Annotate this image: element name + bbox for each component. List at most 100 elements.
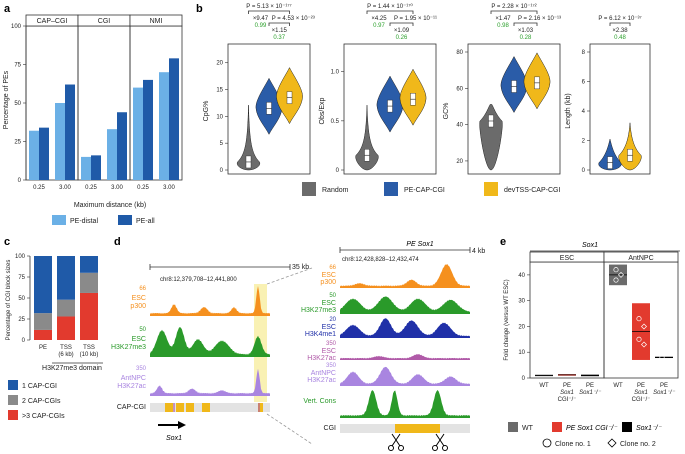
a-bar — [159, 72, 169, 180]
e-xtick-line2: Sox1 — [560, 390, 574, 396]
a-xtick-label: 3.00 — [163, 185, 175, 191]
b-ytick-label: 0 — [336, 168, 340, 174]
e-xtick-line3: CGI⁻/⁻ — [632, 397, 651, 403]
legend-swatch-wt — [508, 422, 518, 432]
c-bar-segment — [57, 316, 75, 340]
b-effect-top: 0.99 — [255, 23, 267, 29]
a-facet-label: CGI — [98, 18, 111, 25]
b-ytick-label: 4 — [582, 109, 586, 115]
b-fold-top: ×9.47 — [253, 16, 269, 22]
b-pval-sub: P = 4.53 × 10⁻²³ — [272, 16, 315, 22]
b-pval-top: P = 6.12 × 10⁻³⁷ — [598, 15, 641, 22]
b-pval-top: P = 5.13 × 10⁻¹⁷⁷ — [246, 3, 291, 10]
b-pval-top: P = 2.28 × 10⁻¹⁷² — [491, 3, 536, 10]
b-effect-top: 0.97 — [373, 23, 385, 29]
d-right-track-signal — [340, 366, 470, 386]
a-xtick-label: 3.00 — [59, 185, 71, 191]
c-bar-segment — [80, 272, 98, 293]
e-point-clone-1 — [613, 277, 619, 283]
b-facet-frame — [467, 43, 561, 175]
legend-swatch-2-cap-cgis — [8, 395, 18, 405]
b-effect-top: 0.98 — [497, 23, 509, 29]
d-left-track-max: 66 — [139, 286, 146, 292]
b-effect-sub: 0.37 — [273, 35, 285, 41]
a-xtick-label: 0.25 — [33, 185, 45, 191]
d-left-track-max: 350 — [136, 366, 147, 372]
d-left-track-name1: ESC — [132, 336, 146, 343]
b-effect-sub: 0.26 — [396, 35, 408, 41]
e-xtick-line2: Sox1 — [634, 390, 648, 396]
legend-swatch-pe-sox1 — [552, 422, 562, 432]
a-ytick-label: 100 — [11, 24, 22, 30]
c-domain-label: H3K27me3 domain — [42, 365, 102, 372]
b-ytick-label: 2 — [582, 139, 586, 145]
a-ytick-label: 75 — [14, 63, 21, 69]
b-pval-sub: P = 2.16 × 10⁻¹³ — [518, 16, 561, 22]
b-pval-top: P = 1.44 × 10⁻¹⁷⁰ — [367, 3, 413, 10]
legend-pe-cap-cgi: PE-CAP-CGI — [404, 187, 445, 194]
a-bar — [65, 84, 75, 180]
a-bar — [81, 156, 91, 180]
d-right-track-signal — [340, 353, 470, 360]
cgi-block — [202, 403, 210, 412]
c-ylabel: Percentage of CGI block sizes — [6, 260, 12, 341]
legend-pe-distal: PE-distal — [70, 218, 98, 225]
b-facet-frame — [343, 43, 437, 175]
a-ytick-label: 0 — [18, 178, 22, 184]
pe-sox1-cgi-block — [395, 424, 440, 433]
b-violin — [355, 105, 379, 171]
b-ytick-label: 0 — [220, 168, 224, 174]
a-bar — [169, 58, 179, 181]
b-violin — [236, 105, 261, 171]
b-facet-frame — [227, 43, 311, 175]
d-left-track-signal — [150, 286, 270, 316]
c-xtick-sub: (6 kb) — [58, 352, 73, 358]
e-ytick-label: 0 — [522, 376, 526, 382]
e-point-clone-2 — [641, 341, 647, 348]
d-right-track-name2: H3K27ac — [307, 377, 336, 384]
b-ylabel: Length (kb) — [565, 93, 572, 128]
legend-swatch-pe-all — [118, 215, 132, 225]
b-facet-frame — [589, 43, 651, 175]
a-bar — [55, 103, 65, 180]
b-ytick-label: 60 — [456, 86, 463, 92]
e-point-clone-1 — [613, 267, 619, 273]
d-right-track-name2: H3K27me3 — [301, 307, 336, 314]
b-violin — [618, 122, 642, 171]
d-left-track-name2: H3K27ac — [117, 383, 146, 390]
d-right-track-name1: ESC — [322, 324, 336, 331]
a-bar — [39, 127, 49, 180]
panel-d-genome-tracks: 35 kb chr8:12,379,708–12,441,800 66ESCp3… — [111, 241, 485, 451]
e-xtick-line1: PE — [563, 383, 571, 389]
legend-swatch-1-cap-cgi — [8, 380, 18, 390]
c-bar-segment — [34, 313, 52, 330]
a-facet-label: CAP–CGI — [37, 18, 68, 25]
cgi-block — [186, 403, 194, 412]
legend-3-cap-cgis: >3 CAP-CGIs — [22, 413, 65, 420]
b-ytick-label: 40 — [456, 123, 463, 129]
d-right-track-name1: AntNPC — [311, 370, 336, 377]
legend-swatch-sox1 — [622, 422, 632, 432]
b-ytick-label: 6 — [582, 80, 586, 86]
a-ytick-label: 50 — [14, 101, 21, 107]
b-ytick-label: 80 — [456, 50, 463, 56]
b-bracket-sub — [513, 22, 538, 26]
a-ytick-label: 25 — [14, 140, 21, 146]
b-ytick-label: 1.0 — [331, 70, 340, 76]
a-bar — [91, 155, 101, 180]
a-xtick-label: 3.00 — [111, 185, 123, 191]
b-fold-sub: ×1.15 — [272, 28, 288, 34]
c-bar-segment — [57, 299, 75, 317]
b-ylabel: GC% — [443, 103, 450, 120]
e-point-clone-2 — [641, 323, 647, 330]
d-right-title: PE Sox1 — [406, 241, 433, 248]
d-left-track-name2: H3K27me3 — [111, 344, 146, 351]
zoom-line-top — [266, 267, 313, 285]
a-xtick-label: 0.25 — [137, 185, 149, 191]
d-left-coord: chr8:12,379,708–12,441,800 — [160, 277, 237, 283]
c-xtick-label: PE — [39, 345, 47, 351]
d-right-track-max: 66 — [329, 265, 336, 271]
legend-clone-1: Clone no. 1 — [555, 441, 591, 448]
c-xtick-label: TSS — [83, 345, 95, 351]
